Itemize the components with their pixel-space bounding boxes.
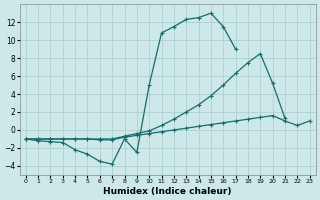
X-axis label: Humidex (Indice chaleur): Humidex (Indice chaleur) [103,187,232,196]
